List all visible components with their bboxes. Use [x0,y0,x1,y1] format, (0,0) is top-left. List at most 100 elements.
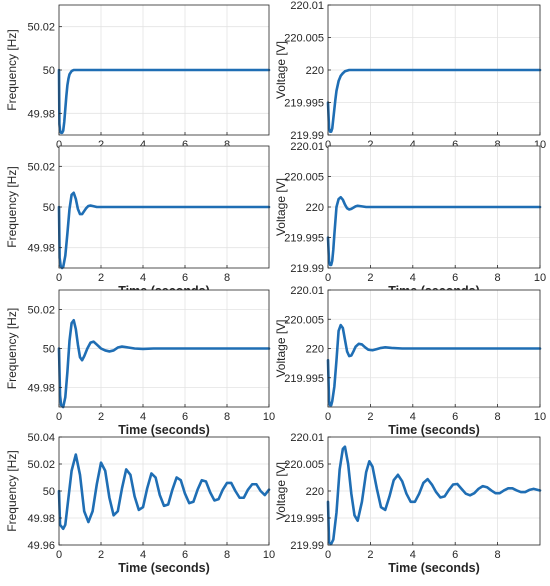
x-tick-label: 8 [495,411,501,423]
y-tick-label: 50 [43,202,55,214]
series-line-1 [57,68,271,135]
x-tick-label: 0 [56,272,62,284]
y-tick-label: 220.01 [290,285,324,297]
y-tick-label: 50 [43,344,55,356]
x-tick-label: 2 [98,411,104,423]
x-axis-label: Time (seconds) [118,423,209,437]
y-axis-label: Voltage [V] [274,178,288,236]
y-tick-label: 219.99 [290,263,324,275]
y-tick-label: 220 [306,65,324,77]
y-tick-label: 220.005 [284,314,324,326]
x-tick-label: 2 [367,272,373,284]
x-tick-label: 8 [495,139,501,151]
y-axis-label: Frequency [Hz] [5,308,19,389]
y-axis-label: Voltage [V] [274,462,288,520]
chart-panel-8: 0 2 4 6 8 219.99 219.995 220 220.005 220.01 Time (… [274,432,542,575]
x-tick-label: 6 [452,411,458,423]
x-tick-label: 2 [367,139,373,151]
x-tick-label: 0 [325,272,331,284]
x-tick-label: 0 [325,139,331,151]
y-tick-label: 50 [43,65,55,77]
x-tick-label: 4 [410,411,416,423]
y-axis-label: Frequency [Hz] [5,29,19,110]
y-tick-label: 219.995 [284,98,324,110]
y-tick-label: 49.98 [27,243,55,255]
x-axis-label: Time (seconds) [388,423,479,437]
y-tick-label: 50.02 [27,22,55,34]
chart-panel-7: 0 2 4 6 8 10 49.96 49.98 50 50.02 50.04 Time (secon… [5,432,275,575]
y-tick-label: 220.01 [290,141,324,153]
chart-panel-2: 0246810219.99219.995220220.005220.01Time… [274,0,546,165]
x-tick-label: 8 [224,411,230,423]
y-tick-label: 220 [306,202,324,214]
y-tick-label: 219.99 [290,540,324,552]
x-tick-label: 6 [182,139,188,151]
x-tick-label: 0 [325,411,331,423]
series-line-1 [326,445,542,546]
y-tick-label: 50.02 [27,459,55,471]
x-tick-label: 10 [263,411,275,423]
y-tick-label: 219.99 [290,130,324,142]
y-axis-label: Voltage [V] [274,41,288,99]
x-tick-label: 6 [182,272,188,284]
x-tick-label: 2 [367,549,373,561]
y-tick-label: 49.98 [27,383,55,395]
x-tick-label: 6 [452,272,458,284]
y-axis-label: Frequency [Hz] [5,166,19,247]
x-tick-label: 2 [98,272,104,284]
series-line-1 [57,191,271,270]
x-tick-label: 10 [534,272,546,284]
series-line-1 [326,323,542,407]
x-tick-label: 8 [224,549,230,561]
y-axis-label: Frequency [Hz] [5,450,19,531]
y-tick-label: 220.005 [284,33,324,45]
x-tick-label: 4 [140,549,146,561]
x-tick-label: 0 [56,139,62,151]
x-tick-label: 0 [56,549,62,561]
y-tick-label: 50.02 [27,305,55,317]
x-tick-label: 10 [534,411,546,423]
y-tick-label: 220 [306,486,324,498]
y-tick-label: 219.995 [284,373,324,385]
x-tick-label: 4 [410,549,416,561]
y-tick-label: 50 [43,486,55,498]
y-tick-label: 220.005 [284,459,324,471]
x-tick-label: 2 [367,411,373,423]
x-tick-label: 6 [182,549,188,561]
y-tick-label: 50.04 [27,432,55,444]
x-tick-label: 10 [263,549,275,561]
y-tick-label: 49.96 [27,540,55,552]
y-tick-label: 49.98 [27,108,55,120]
y-tick-label: 49.98 [27,513,55,525]
x-axis-label: Time (seconds) [118,561,209,575]
chart-panel-4: 0246810219.99219.995220220.005220.01Time… [274,141,546,298]
x-tick-label: 0 [325,549,331,561]
y-tick-label: 219.995 [284,513,324,525]
x-tick-label: 2 [98,549,104,561]
x-tick-label: 4 [410,139,416,151]
y-tick-label: 220.01 [290,432,324,444]
series-line-1 [57,318,271,409]
x-tick-label: 0 [56,411,62,423]
x-tick-label: 6 [452,139,458,151]
series-line-1 [57,453,271,531]
x-tick-label: 8 [224,272,230,284]
chart-panel-6: 0 2 4 6 8 10 219.995 220 220.005 220.01 Time (seco… [274,285,546,437]
x-tick-label: 8 [495,272,501,284]
y-tick-label: 220 [306,344,324,356]
x-tick-label: 8 [495,549,501,561]
x-tick-label: 8 [224,139,230,151]
x-tick-label: 4 [410,272,416,284]
x-tick-label: 4 [140,139,146,151]
chart-panel-5: 0 2 4 6 8 10 49.98 50 50.02 Time (seconds) Frequen… [5,289,275,437]
series-line-1 [326,195,542,267]
y-tick-label: 50.02 [27,161,55,173]
series-line-1 [326,68,542,134]
y-tick-label: 219.995 [284,233,324,245]
y-axis-label: Voltage [V] [274,319,288,377]
y-tick-label: 220.005 [284,172,324,184]
